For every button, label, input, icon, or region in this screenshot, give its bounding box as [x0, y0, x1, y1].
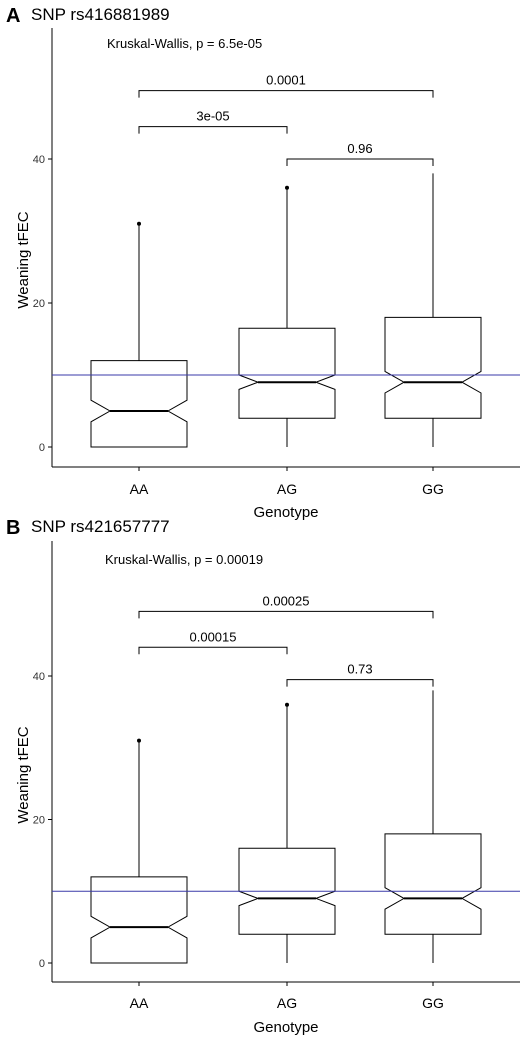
comparison-pvalue-AA-AG: 0.00015 — [190, 629, 237, 644]
outlier-point-AG — [285, 185, 289, 190]
panel-label: A — [6, 5, 20, 27]
panel-a: A SNP rs416881989 Kruskal-Wallis, p = 6.… — [6, 5, 520, 521]
x-tick-label: GG — [422, 995, 444, 1011]
comparison-bracket-AG-GG — [286, 679, 434, 687]
comparison-pvalue-AG-GG: 0.73 — [347, 662, 372, 677]
y-axis-label: Weaning tFEC — [15, 726, 32, 823]
outlier-point-AA — [137, 738, 141, 743]
box-AG — [238, 327, 336, 419]
x-tick-label: AG — [277, 995, 297, 1011]
comparison-pvalue-AA-AG: 3e-05 — [196, 109, 229, 124]
panel-title: SNP rs421657777 — [31, 517, 170, 536]
box-GG — [384, 833, 482, 935]
x-tick-label: GG — [422, 481, 444, 497]
y-tick-label: 40 — [33, 671, 45, 683]
plot-area: 0 20 40 AA AG GG 3e-05 0.96 0.0001 — [33, 28, 520, 497]
box-GG — [384, 316, 482, 419]
x-tick-label: AG — [277, 481, 297, 497]
y-tick-label: 0 — [39, 442, 45, 454]
panel-label: B — [6, 517, 20, 539]
comparison-bracket-AA-GG — [138, 90, 434, 98]
x-tick-label: AA — [130, 995, 149, 1011]
x-axis-label: Genotype — [253, 504, 318, 521]
plot-area: 0 20 40 AA AG GG 0.00015 0.73 0.00025 — [33, 541, 520, 1011]
y-tick-label: 20 — [33, 298, 45, 310]
kruskal-wallis-annotation: Kruskal-Wallis, p = 6.5e-05 — [107, 36, 262, 51]
comparison-bracket-AA-AG — [138, 126, 288, 134]
comparison-bracket-AG-GG — [286, 158, 434, 166]
comparison-bracket-AA-AG — [138, 646, 288, 655]
panel-b: B SNP rs421657777 Kruskal-Wallis, p = 0.… — [6, 517, 520, 1036]
box-AA — [90, 876, 188, 964]
comparison-pvalue-AA-GG: 0.0001 — [266, 73, 306, 88]
y-tick-label: 40 — [33, 154, 45, 166]
kruskal-wallis-annotation: Kruskal-Wallis, p = 0.00019 — [105, 552, 263, 567]
x-tick-label: AA — [130, 481, 149, 497]
comparison-bracket-AA-GG — [138, 610, 434, 619]
comparison-pvalue-AA-GG: 0.00025 — [263, 593, 310, 608]
panel-title: SNP rs416881989 — [31, 5, 170, 24]
y-axis-label: Weaning tFEC — [15, 211, 32, 308]
y-tick-label: 0 — [39, 958, 45, 970]
outlier-point-AG — [285, 702, 289, 707]
outlier-point-AA — [137, 221, 141, 226]
box-AA — [90, 360, 188, 448]
comparison-pvalue-AG-GG: 0.96 — [347, 141, 372, 156]
x-axis-label: Genotype — [253, 1019, 318, 1036]
y-tick-label: 20 — [33, 815, 45, 827]
